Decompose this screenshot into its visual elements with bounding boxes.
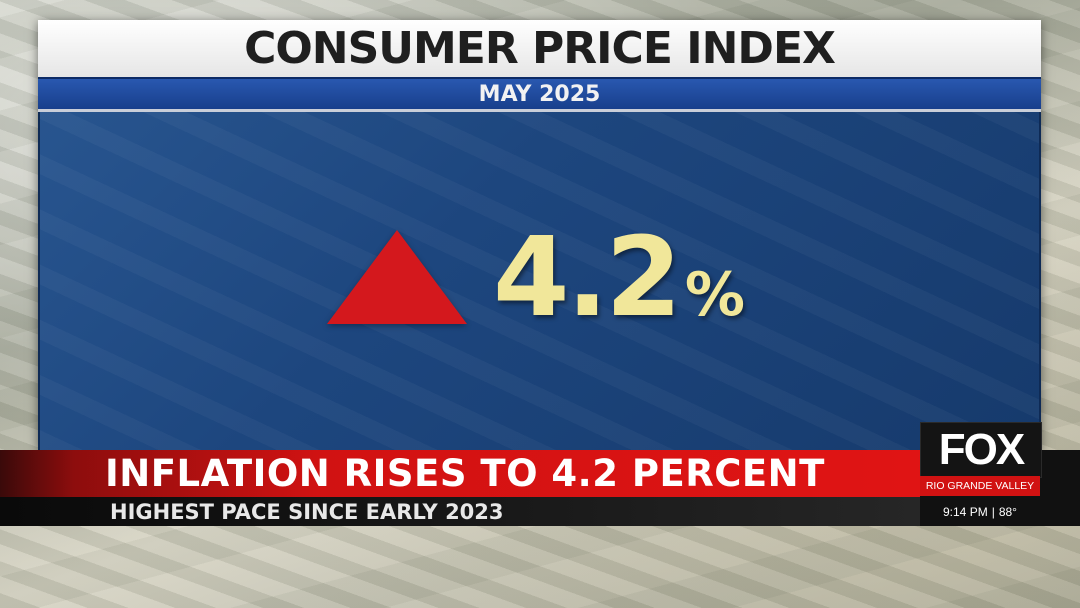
up-arrow-icon	[327, 230, 467, 324]
headline-bar: INFLATION RISES TO 4.2 PERCENT	[0, 450, 920, 497]
headline-text: INFLATION RISES TO 4.2 PERCENT	[105, 452, 825, 495]
station-name: RIO GRANDE VALLEY	[925, 480, 1035, 492]
cpi-stat: 4.2 %	[327, 213, 745, 341]
subheadline-text: HIGHEST PACE SINCE EARLY 2023	[110, 499, 504, 524]
fox-logo-text: FOX	[938, 425, 1025, 474]
cpi-value: 4.2 %	[493, 213, 745, 341]
fox-logo: FOX	[920, 422, 1042, 478]
time-temp-row: 9:14 PM | 88°	[920, 497, 1040, 526]
cpi-value-unit: %	[684, 260, 745, 330]
lower-third: INFLATION RISES TO 4.2 PERCENT HIGHEST P…	[0, 422, 1080, 526]
temperature: 88°	[998, 504, 1017, 519]
graphic-panel: 4.2 %	[38, 112, 1041, 450]
cpi-value-number: 4.2	[493, 213, 682, 341]
graphic-title: CONSUMER PRICE INDEX	[244, 23, 836, 74]
graphic-title-bar: CONSUMER PRICE INDEX	[38, 20, 1041, 77]
graphic-date: MAY 2025	[478, 81, 601, 107]
separator: |	[991, 504, 995, 519]
station-bug: FOX RIO GRANDE VALLEY 9:14 PM | 88°	[920, 422, 1080, 526]
graphic-date-bar: MAY 2025	[38, 77, 1041, 112]
clock-time: 9:14 PM	[943, 504, 988, 519]
cpi-graphic: CONSUMER PRICE INDEX MAY 2025 4.2 %	[38, 20, 1041, 450]
station-name-band: RIO GRANDE VALLEY	[920, 476, 1040, 496]
subheadline-bar: HIGHEST PACE SINCE EARLY 2023	[0, 497, 920, 526]
